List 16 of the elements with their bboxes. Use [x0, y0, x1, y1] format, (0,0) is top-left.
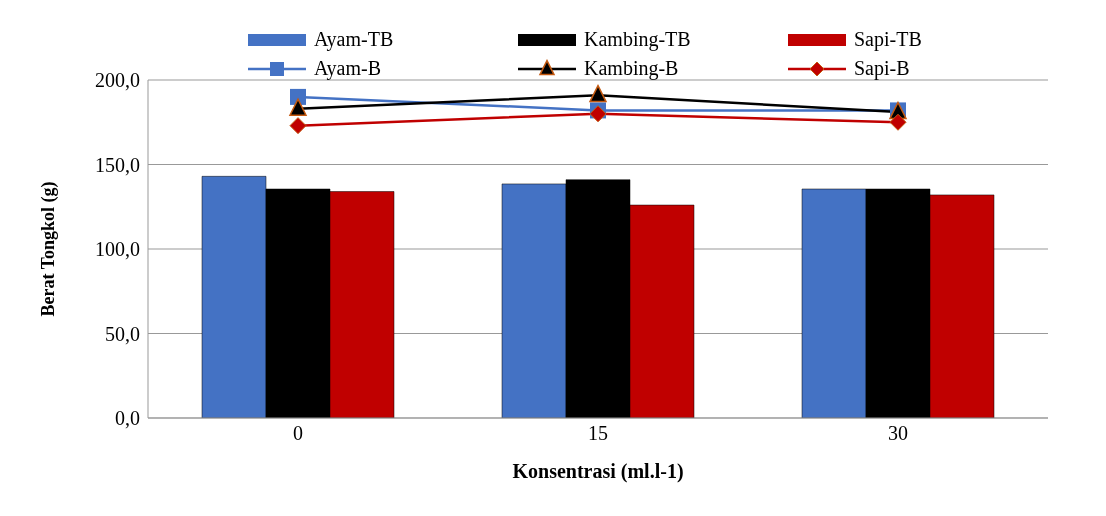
legend-label: Sapi-B: [854, 57, 910, 80]
y-axis-title: Berat Tongkol (g): [38, 181, 60, 317]
x-tick-label: 30: [888, 422, 908, 445]
legend-label: Kambing-TB: [584, 28, 691, 51]
x-axis-title: Konsentrasi (ml.l-1): [512, 460, 684, 483]
legend-label: Ayam-B: [314, 57, 382, 80]
y-tick-label: 200,0: [95, 69, 140, 92]
x-tick-label: 0: [293, 422, 303, 445]
legend-label: Sapi-TB: [854, 28, 922, 51]
y-tick-label: 50,0: [105, 322, 140, 345]
y-tick-label: 0,0: [115, 407, 140, 430]
y-tick-label: 100,0: [95, 238, 140, 261]
y-tick-label: 150,0: [95, 153, 140, 176]
legend-label: Ayam-TB: [314, 28, 394, 51]
x-tick-label: 15: [588, 422, 608, 445]
legend-label: Kambing-B: [584, 57, 679, 80]
